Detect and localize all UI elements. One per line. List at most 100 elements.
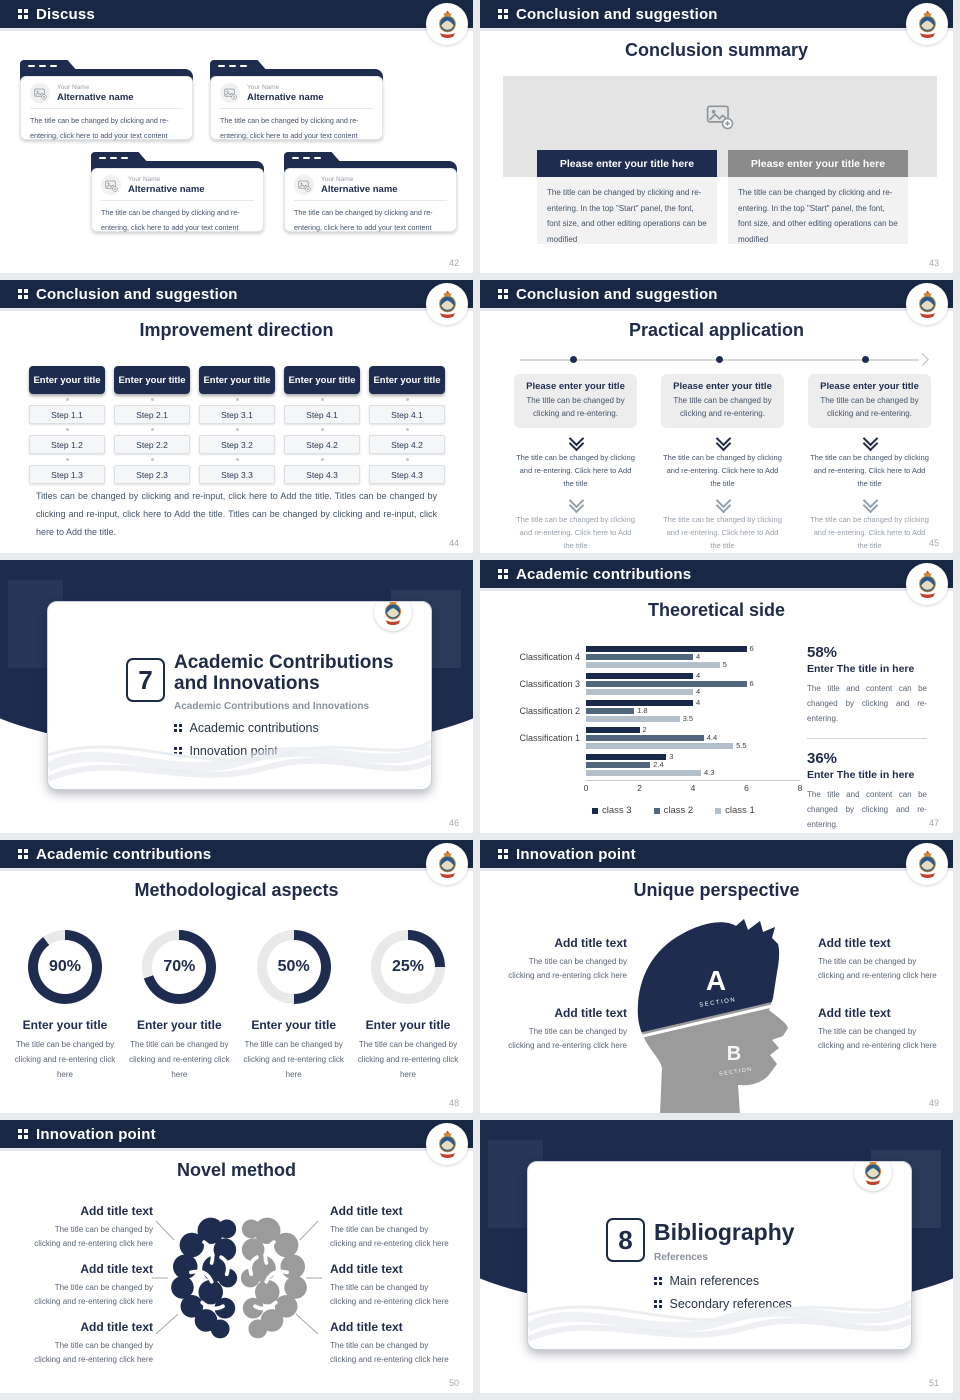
bar-class-3	[586, 753, 667, 760]
step-box[interactable]: Step 3.1	[199, 405, 275, 424]
card-title[interactable]: Alternative name	[57, 91, 134, 103]
bullet-item[interactable]: Academic contributions	[174, 721, 319, 735]
step-box[interactable]: Step 3.3	[199, 465, 275, 484]
slide-header-title: Conclusion and suggestion	[36, 285, 238, 303]
chart-bar-group: 3 2.4 4.3	[496, 752, 800, 777]
bar-value-label: 4.3	[704, 768, 715, 777]
step-box[interactable]: Step 2.1	[114, 405, 190, 424]
title-box[interactable]: Please enter your title The title can be…	[808, 374, 931, 428]
stat-body[interactable]: The title and content can be changed by …	[807, 789, 927, 829]
step-text-muted[interactable]: The title can be changed by clicking and…	[810, 514, 929, 551]
step-box[interactable]: Step 1.2	[29, 435, 105, 454]
bullet-item[interactable]: Main references	[654, 1274, 792, 1288]
text-block[interactable]: Add title text The title can be changed …	[28, 1320, 153, 1366]
section-bullets: Academic contributions Innovation point	[174, 721, 319, 767]
page-number: 48	[448, 1098, 459, 1108]
text-block[interactable]: Add title text The title can be changed …	[28, 1262, 153, 1308]
text-block[interactable]: Add title text The title can be changed …	[330, 1320, 450, 1366]
bullet-label: Main references	[669, 1274, 760, 1288]
step-box[interactable]: Step 3.2	[199, 435, 275, 454]
step-box[interactable]: Step 4.2	[284, 435, 360, 454]
donut-title[interactable]: Enter your title	[365, 1018, 451, 1032]
step-box[interactable]: Step 1.3	[29, 465, 105, 484]
text-block[interactable]: Add title text The title can be changed …	[28, 1204, 153, 1250]
grid-icon	[18, 9, 28, 19]
donut-body[interactable]: The title can be changed by clicking and…	[357, 1040, 459, 1079]
step-box[interactable]: Step 4.3	[369, 465, 445, 484]
bar-class-3	[586, 645, 747, 652]
stat-percentage: 58%	[807, 644, 838, 661]
page-number: 47	[928, 818, 939, 828]
bar-class-3	[586, 726, 640, 733]
legend-label: class 1	[725, 805, 755, 816]
step-box[interactable]: Step 4.3	[284, 465, 360, 484]
block-body: The title can be changed by clicking and…	[34, 1225, 153, 1248]
body-text-left[interactable]: The title can be changed by clicking and…	[537, 177, 717, 244]
stat-title[interactable]: Enter The title in here	[807, 663, 915, 675]
title-bar-gray[interactable]: Please enter your title here	[728, 150, 908, 177]
text-block[interactable]: Add title text The title can be changed …	[818, 936, 943, 982]
box-body: The title can be changed by clicking and…	[820, 396, 919, 418]
bar-class-2	[586, 707, 635, 714]
university-logo	[426, 3, 468, 45]
slide-header-title: Innovation point	[516, 845, 636, 863]
body-text-right[interactable]: The title can be changed by clicking and…	[728, 177, 908, 244]
text-block[interactable]: Add title text The title can be changed …	[330, 1262, 450, 1308]
bar-value-label: 2	[642, 725, 647, 734]
step-text[interactable]: The title can be changed by clicking and…	[663, 452, 782, 488]
donut-body[interactable]: The title can be changed by clicking and…	[129, 1040, 230, 1079]
step-text-muted[interactable]: The title can be changed by clicking and…	[516, 514, 635, 551]
image-placeholder-icon	[294, 175, 314, 195]
card-body-text[interactable]: The title can be changed by clicking and…	[101, 208, 240, 233]
column-title-button[interactable]: Enter your title	[369, 366, 445, 394]
text-block[interactable]: Add title text The title can be changed …	[818, 1006, 943, 1052]
donut-title[interactable]: Enter your title	[251, 1018, 336, 1032]
donut-body[interactable]: The title can be changed by clicking and…	[243, 1040, 344, 1079]
grid-icon	[18, 849, 28, 859]
bullet-item[interactable]: Secondary references	[654, 1297, 792, 1311]
card-title[interactable]: Alternative name	[247, 91, 324, 103]
step-box[interactable]: Step 4.1	[369, 405, 445, 424]
grid-icon	[174, 724, 182, 732]
column-title-button[interactable]: Enter your title	[284, 366, 360, 394]
bar-class-3	[586, 699, 693, 706]
donut-body[interactable]: The title can be changed by clicking and…	[14, 1040, 116, 1079]
step-box[interactable]: Step 1.1	[29, 405, 105, 424]
step-box[interactable]: Step 2.3	[114, 465, 190, 484]
column-title-button[interactable]: Enter your title	[199, 366, 275, 394]
grid-icon	[498, 289, 508, 299]
card-body-text[interactable]: The title can be changed by clicking and…	[30, 116, 169, 141]
footnote-text[interactable]: Titles can be changed by clicking and re…	[36, 491, 437, 537]
brain-graphic	[171, 1217, 307, 1339]
donut-chart: 50%	[256, 930, 331, 1004]
block-title: Add title text	[80, 1320, 153, 1334]
step-box[interactable]: Step 4.1	[284, 405, 360, 424]
donut-title[interactable]: Enter your title	[22, 1018, 108, 1032]
title-bar-navy[interactable]: Please enter your title here	[537, 150, 717, 177]
bullet-label: Academic contributions	[189, 721, 319, 735]
step-text-muted[interactable]: The title can be changed by clicking and…	[663, 514, 782, 551]
card-body-text[interactable]: The title can be changed by clicking and…	[220, 116, 359, 141]
process-column: Please enter your title The title can be…	[808, 374, 931, 552]
card-body-text[interactable]: The title can be changed by clicking and…	[294, 208, 433, 233]
column-title-button[interactable]: Enter your title	[114, 366, 190, 394]
legend-swatch	[715, 807, 722, 814]
title-box[interactable]: Please enter your title The title can be…	[661, 374, 784, 428]
block-title: Add title text	[80, 1262, 153, 1276]
text-block[interactable]: Add title text The title can be changed …	[330, 1204, 450, 1250]
stat-title[interactable]: Enter The title in here	[807, 768, 915, 781]
card-title[interactable]: Alternative name	[128, 183, 205, 195]
column-title-button[interactable]: Enter your title	[29, 366, 105, 394]
title-box[interactable]: Please enter your title The title can be…	[514, 374, 637, 428]
legend-label: class 2	[663, 805, 694, 816]
step-text[interactable]: The title can be changed by clicking and…	[516, 452, 635, 488]
step-box[interactable]: Step 2.2	[114, 435, 190, 454]
slide-header-bar: Conclusion and suggestion	[0, 280, 473, 311]
text-block[interactable]: Add title text The title can be changed …	[502, 1006, 627, 1052]
donut-title[interactable]: Enter your title	[136, 1018, 222, 1032]
stat-body[interactable]: The title and content can be changed by …	[807, 684, 927, 724]
card-title[interactable]: Alternative name	[321, 183, 398, 195]
step-text[interactable]: The title can be changed by clicking and…	[810, 452, 929, 488]
step-box[interactable]: Step 4.2	[369, 435, 445, 454]
text-block[interactable]: Add title text The title can be changed …	[502, 936, 627, 982]
